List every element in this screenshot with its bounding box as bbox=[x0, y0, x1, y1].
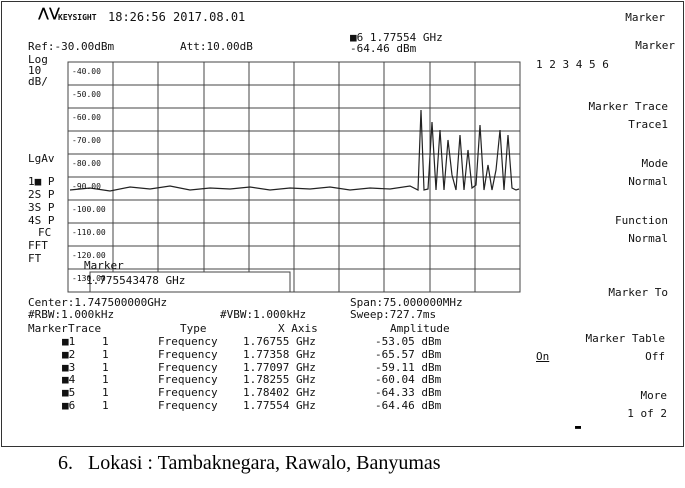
left-label: Log bbox=[28, 53, 48, 66]
table-header: X Axis bbox=[278, 322, 318, 335]
grid-label: -70.00 bbox=[72, 136, 101, 145]
table-cell: Frequency bbox=[158, 335, 218, 348]
softkey[interactable]: Function bbox=[615, 214, 668, 227]
caption: 6. Lokasi : Tambaknegara, Rawalo, Banyum… bbox=[58, 452, 441, 474]
table-cell: Frequency bbox=[158, 399, 218, 412]
marker-numbers: 1 2 3 4 5 6 bbox=[536, 58, 609, 71]
table-cell: 1 bbox=[102, 373, 109, 387]
table-cell: 1.78402 GHz bbox=[243, 386, 316, 400]
softkey-value: 1 of 2 bbox=[627, 407, 667, 420]
table-cell: 1.76755 GHz bbox=[243, 335, 316, 348]
table-header: Marker bbox=[28, 322, 68, 335]
softkey-option[interactable]: On bbox=[536, 350, 550, 363]
table-cell: Frequency bbox=[158, 373, 218, 387]
icon: ▬ bbox=[575, 422, 581, 433]
menu-title: Marker bbox=[625, 11, 665, 24]
table-cell: 1 bbox=[102, 335, 109, 348]
vbw: #VBW:1.000kHz bbox=[220, 308, 307, 321]
datetime: 18:26:56 2017.08.01 bbox=[108, 10, 246, 24]
table-header: Amplitude bbox=[390, 322, 450, 335]
table-cell: ■6 bbox=[62, 399, 76, 412]
table-cell: Frequency bbox=[158, 347, 218, 361]
table-cell: 1 bbox=[102, 386, 109, 400]
att: Att:10.00dB bbox=[180, 40, 253, 53]
softkey[interactable]: More bbox=[640, 389, 668, 402]
softkey[interactable]: Marker bbox=[635, 39, 675, 52]
softkey-value: Normal bbox=[628, 175, 668, 188]
softkey-value: Trace1 bbox=[628, 118, 668, 131]
table-cell: 1.77097 GHz bbox=[243, 360, 316, 374]
left-label: FFT bbox=[28, 239, 48, 252]
table-cell: 1.78255 GHz bbox=[243, 373, 316, 387]
table-cell: -64.33 dBm bbox=[375, 386, 442, 400]
left-label: LgAv bbox=[28, 152, 55, 165]
table-cell: -60.04 dBm bbox=[375, 373, 442, 387]
grid-label: -80.00 bbox=[72, 159, 101, 168]
sweep: Sweep:727.7ms bbox=[350, 308, 437, 321]
grid-label: -60.00 bbox=[72, 113, 101, 122]
grid-label: -40.00 bbox=[72, 67, 101, 76]
softkey-value: Normal bbox=[628, 232, 668, 245]
left-label: 3S P bbox=[28, 201, 55, 214]
grid-label: -90.00 bbox=[72, 182, 101, 191]
left-label: 1■ P bbox=[28, 175, 55, 188]
table-header: Trace bbox=[68, 322, 102, 335]
rbw: #RBW:1.000kHz bbox=[28, 308, 115, 321]
softkey[interactable]: Marker Table bbox=[585, 332, 665, 345]
grid-label: -130.00 bbox=[72, 274, 106, 283]
table-cell: -59.11 dBm bbox=[375, 360, 442, 374]
table-cell: Frequency bbox=[158, 360, 218, 374]
logo: ⋀⋁ bbox=[38, 6, 60, 21]
table-cell: ■5 bbox=[62, 386, 76, 400]
softkey[interactable]: Mode bbox=[641, 157, 669, 170]
table-cell: -65.57 dBm bbox=[375, 347, 442, 361]
ref: Ref:-30.00dBm bbox=[28, 40, 115, 53]
left-label: 10 bbox=[28, 64, 42, 77]
grid-label: -50.00 bbox=[72, 90, 101, 99]
table-cell: ■1 bbox=[62, 335, 76, 348]
softkey-option[interactable]: Off bbox=[645, 350, 665, 363]
table-cell: 1.77554 GHz bbox=[243, 399, 316, 412]
table-cell: ■2 bbox=[62, 347, 76, 361]
left-label: 2S P bbox=[28, 188, 55, 201]
span: Span:75.000000MHz bbox=[350, 296, 463, 309]
left-label: dB/ bbox=[28, 75, 48, 88]
table-cell: ■4 bbox=[62, 373, 76, 387]
marker-overlay-title: Marker bbox=[84, 259, 124, 272]
marker-amp: -64.46 dBm bbox=[350, 42, 417, 55]
grid-label: -120.00 bbox=[72, 251, 106, 260]
marker-overlay-value: 1.775543478 GHz bbox=[86, 274, 186, 287]
table-cell: 1 bbox=[102, 360, 109, 374]
brand: KEYSIGHT bbox=[58, 13, 97, 22]
center: Center:1.747500000GHz bbox=[28, 296, 168, 309]
left-label: FC bbox=[38, 226, 52, 239]
marker-freq: ■6 1.77554 GHz bbox=[350, 31, 443, 44]
table-cell: -64.46 dBm bbox=[375, 399, 442, 412]
table-cell: 1 bbox=[102, 347, 109, 361]
table-cell: -53.05 dBm bbox=[375, 335, 442, 348]
table-cell: Frequency bbox=[158, 386, 218, 400]
grid-label: -110.00 bbox=[72, 228, 106, 237]
left-label: FT bbox=[28, 252, 42, 265]
table-header: Type bbox=[180, 322, 207, 335]
grid-label: -100.00 bbox=[72, 205, 106, 214]
analyzer-screen bbox=[1, 1, 684, 447]
left-label: 4S P bbox=[28, 214, 55, 227]
table-cell: 1 bbox=[102, 399, 109, 412]
softkey[interactable]: Marker Trace bbox=[588, 100, 668, 113]
table-cell: 1.77358 GHz bbox=[243, 347, 316, 361]
softkey[interactable]: Marker To bbox=[608, 286, 668, 299]
table-cell: ■3 bbox=[62, 360, 76, 374]
